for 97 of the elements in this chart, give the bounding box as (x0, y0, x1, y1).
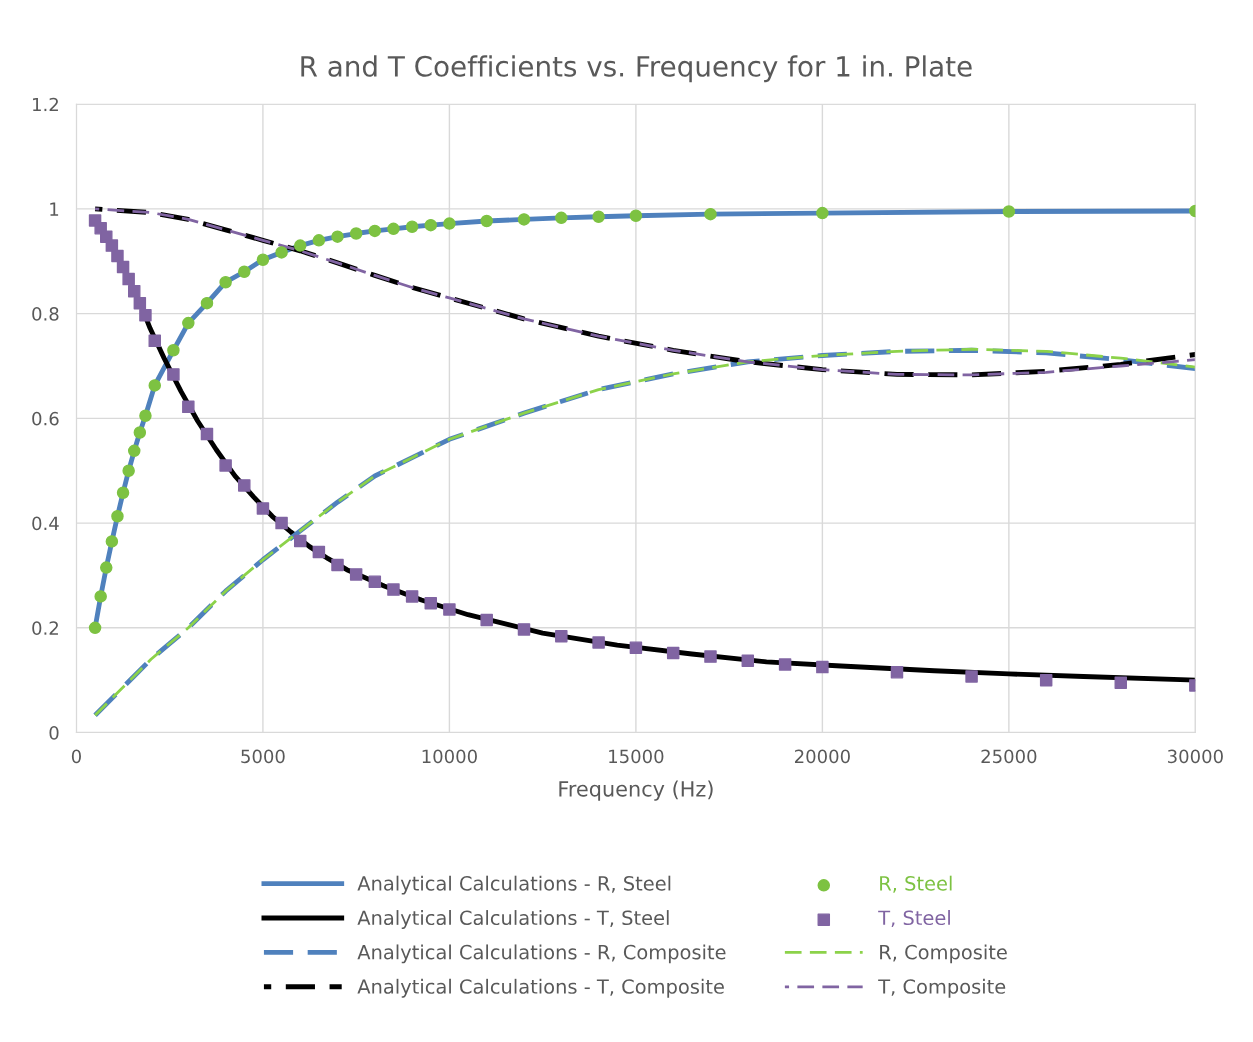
y-tick-label: 1.2 (33, 97, 58, 112)
point (555, 629, 568, 643)
point (293, 239, 307, 252)
point (592, 636, 605, 649)
y-tick-label: 0.8 (32, 307, 59, 321)
point (387, 222, 400, 236)
point (122, 272, 135, 286)
point (256, 253, 270, 266)
point (105, 535, 119, 548)
point (111, 510, 124, 523)
point (139, 409, 152, 422)
point (704, 650, 717, 663)
x-axis-title: Frequency (Hz) (559, 780, 713, 801)
point (111, 249, 124, 263)
text: T, Steel (878, 910, 950, 928)
point (94, 590, 107, 603)
point (219, 459, 232, 472)
point (331, 558, 344, 572)
point (116, 260, 130, 274)
point (424, 596, 438, 610)
legend-label: Analytical Calculations - T, Composite (357, 978, 724, 998)
point (127, 444, 141, 458)
point (182, 316, 195, 330)
point (139, 308, 152, 322)
point (1114, 676, 1128, 690)
point (1002, 205, 1016, 218)
y-tick-label: 0.2 (32, 621, 58, 635)
x-tick-label: 0 (71, 749, 81, 764)
point (629, 641, 643, 654)
point (182, 400, 195, 414)
point (480, 613, 493, 627)
x-tick-label: 15000 (609, 749, 664, 764)
legend-label: R, Composite (880, 944, 1007, 964)
point (965, 670, 978, 683)
point (256, 502, 270, 515)
legend-label: Analytical Calculations - T, Steel (357, 910, 669, 929)
point (200, 427, 214, 441)
chart-title: R and T Coefficients vs. Frequency for 1 in. Plate (301, 55, 972, 83)
point (148, 334, 162, 348)
legend-label: Analytical Calculations - R, Steel (357, 875, 671, 895)
point (105, 239, 119, 252)
point (741, 654, 755, 668)
x-tick-label: 20000 (794, 749, 850, 764)
point (200, 296, 214, 310)
point (443, 603, 456, 616)
point (890, 666, 904, 679)
point (312, 545, 326, 559)
point (167, 368, 180, 381)
point (666, 646, 680, 660)
y-tick-label: 1 (50, 202, 59, 216)
point (387, 583, 400, 596)
point (405, 590, 419, 603)
y-tick-label: 0.4 (32, 516, 59, 531)
text: R, Steel (880, 875, 952, 893)
point (704, 207, 717, 221)
point (349, 568, 363, 581)
x-tick-label: 25000 (981, 749, 1037, 764)
point (480, 214, 493, 228)
point (816, 206, 829, 220)
x-tick-label: 5000 (241, 749, 285, 764)
point (592, 210, 605, 224)
point (349, 227, 363, 240)
x-tick-label: 30000 (1168, 749, 1223, 764)
x-tick-label: 10000 (422, 749, 477, 764)
point (405, 220, 419, 233)
point (555, 211, 568, 225)
point (293, 534, 307, 548)
legend-label: T, Composite (878, 978, 1006, 998)
point (517, 213, 531, 226)
point (133, 296, 147, 310)
point (816, 660, 829, 674)
point (275, 246, 288, 259)
point (331, 230, 344, 243)
point (148, 379, 162, 392)
point (443, 217, 456, 230)
point (517, 623, 531, 636)
legend-label: Analytical Calculations - R, Composite (357, 944, 726, 964)
point (116, 486, 130, 499)
point (424, 218, 438, 232)
point (629, 209, 643, 222)
y-tick-label: 0 (49, 725, 59, 740)
point (778, 658, 792, 671)
point (133, 426, 147, 439)
point (100, 561, 113, 574)
point (1039, 673, 1053, 687)
point (219, 275, 232, 289)
point (167, 344, 180, 357)
point (127, 284, 141, 298)
point (238, 479, 251, 492)
point (312, 234, 326, 247)
y-tick-label: 0.6 (32, 411, 59, 426)
point (238, 265, 251, 279)
point (275, 516, 288, 530)
point (368, 575, 382, 588)
point (88, 621, 102, 635)
point (122, 464, 135, 477)
point (368, 224, 382, 238)
